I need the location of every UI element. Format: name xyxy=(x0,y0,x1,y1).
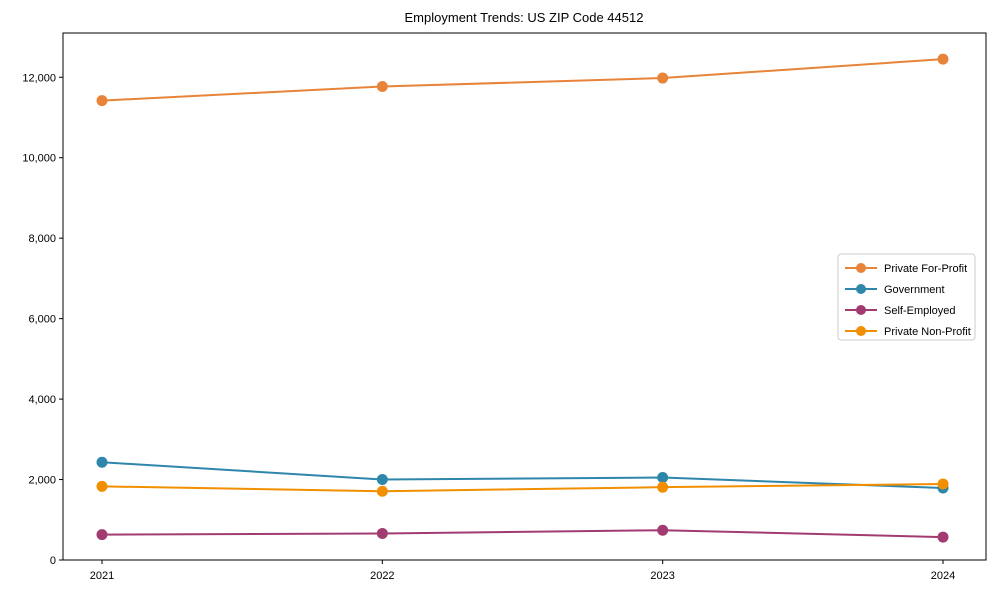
y-tick-label: 0 xyxy=(50,555,56,567)
legend-label: Self-Employed xyxy=(884,305,956,317)
x-tick-label: 2024 xyxy=(931,570,955,582)
y-tick-label: 2,000 xyxy=(28,475,56,487)
legend-swatch-marker xyxy=(856,284,866,294)
legend-swatch-marker xyxy=(856,326,866,336)
legend-item: Private Non-Profit xyxy=(845,326,971,338)
legend-label: Government xyxy=(884,284,945,296)
data-point xyxy=(376,81,388,93)
data-point xyxy=(376,485,388,497)
legend-box xyxy=(837,253,976,341)
axes-spines xyxy=(62,32,987,561)
y-tick-label: 10,000 xyxy=(22,153,56,165)
series-line-private-non-profit xyxy=(101,482,944,493)
y-tick-label: 8,000 xyxy=(28,233,56,245)
data-point xyxy=(937,478,949,490)
series-line-government xyxy=(101,461,944,489)
data-point xyxy=(376,527,388,539)
data-point xyxy=(657,72,669,84)
data-point xyxy=(96,456,108,468)
data-point xyxy=(96,95,108,107)
data-point xyxy=(937,531,949,543)
legend-item: Self-Employed xyxy=(845,305,956,317)
data-point xyxy=(657,481,669,493)
chart-title: Employment Trends: US ZIP Code 44512 xyxy=(405,10,644,25)
legend-label: Private Non-Profit xyxy=(884,326,971,338)
y-tick-label: 12,000 xyxy=(22,72,56,84)
data-point xyxy=(96,480,108,492)
data-point xyxy=(937,53,949,65)
data-point xyxy=(657,524,669,536)
plot-area: 0 2,000 4,000 6,000 8,000 10,000 12,000 2021 202… xyxy=(22,32,987,582)
x-tick-label: 2023 xyxy=(650,570,674,582)
legend-label: Private For-Profit xyxy=(884,263,967,275)
x-tick-label: 2022 xyxy=(370,570,394,582)
data-point xyxy=(96,529,108,541)
legend-item: Private For-Profit xyxy=(845,263,967,275)
data-point xyxy=(657,472,669,484)
legend: Private For-Profit Government Self-Employe… xyxy=(837,253,976,341)
series-line-private-for-profit xyxy=(101,58,944,102)
legend-item: Government xyxy=(845,284,945,296)
series-line-self-employed xyxy=(101,529,944,539)
y-tick-label: 4,000 xyxy=(28,394,56,406)
legend-swatch-marker xyxy=(856,263,866,273)
legend-swatch-marker xyxy=(856,305,866,315)
data-point xyxy=(376,474,388,486)
y-tick-label: 6,000 xyxy=(28,314,56,326)
x-tick-label: 2021 xyxy=(90,570,114,582)
